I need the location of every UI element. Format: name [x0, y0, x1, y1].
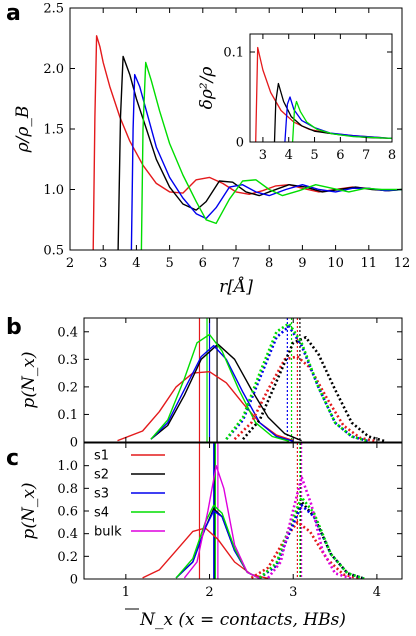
panel-c-xtick-label: 1 — [122, 585, 130, 600]
panel-c-series-s1-hb — [250, 520, 361, 579]
panel-c-ylabel: p(N_x) — [19, 482, 39, 539]
panel-a-xtick-label: 3 — [99, 256, 107, 271]
legend-label-s3: s3 — [94, 487, 109, 502]
panel-b-series-s2-hb — [242, 335, 386, 442]
panel-a-ytick-label: 2.5 — [43, 2, 64, 17]
legend-label-bulk: bulk — [94, 525, 122, 540]
panel-c-xtick-label: 3 — [289, 585, 297, 600]
panel-a-series-s4 — [140, 61, 402, 250]
panel-c-xtick-label: 4 — [373, 585, 381, 600]
inset-series-s4 — [291, 100, 392, 142]
panel-b-series-s2 — [150, 343, 302, 442]
legend-label-s4: s4 — [94, 506, 109, 521]
panel-a-ytick-label: 1.0 — [43, 183, 64, 198]
inset-xtick-label: 4 — [285, 148, 293, 163]
panel-b-ytick-label: 0.3 — [57, 353, 78, 368]
panel-c-ytick-label: 0 — [70, 573, 78, 588]
inset-bg — [250, 34, 392, 142]
panel-b-ytick-label: 0.4 — [57, 325, 78, 340]
panel-c-xlabel: N_x (x = contacts, HBs) — [139, 610, 346, 630]
inset-frame — [249, 33, 393, 143]
panel-label-c: c — [6, 446, 19, 471]
panel-b-series-s4 — [150, 333, 290, 442]
panel-a-xtick-label: 4 — [132, 256, 140, 271]
panel-b-series-s1-hb — [233, 355, 378, 442]
panel-a: 2 3 4 5 6 7 8 9 10 11 12 0.5 1.0 1.5 2.0 2.5 ρ/ρ_B r[Å] — [13, 2, 410, 298]
panel-a-xtick-label: 5 — [165, 256, 173, 271]
panel-c-series-s3-hb — [258, 503, 365, 579]
inset-ylabel: δρ²/ρ — [197, 67, 217, 110]
panel-a-ytick-label: 1.5 — [43, 123, 64, 138]
inset-data — [255, 46, 392, 142]
inset-xtick-label: 5 — [310, 148, 318, 163]
inset-series-s3 — [284, 96, 392, 142]
panel-c-ytick-label: 0.6 — [57, 505, 78, 520]
panel-label-b: b — [6, 315, 22, 340]
inset-xtick-label: 7 — [362, 148, 370, 163]
inset-xtick-label: 6 — [336, 148, 344, 163]
panel-c-data — [142, 443, 365, 579]
panel-b: 0 0.1 0.2 0.3 0.4 p(N_x) — [19, 317, 403, 451]
panel-a-xtick-label: 11 — [361, 256, 378, 271]
panel-a-series-s2 — [117, 55, 402, 250]
inset-ytick-label: 0.1 — [223, 46, 244, 61]
panel-a-ylabel: ρ/ρ_B — [13, 106, 33, 154]
panel-c-frame — [83, 442, 403, 580]
panel-a-data — [92, 35, 402, 250]
panel-b-series-s4-hb — [225, 322, 369, 442]
panel-b-series-s3 — [150, 344, 294, 442]
panel-a-xlabel: r[Å] — [219, 276, 253, 297]
panel-a-xtick-label: 12 — [394, 256, 411, 271]
panel-c-series-s1 — [142, 527, 269, 579]
panel-b-ytick-label: 0 — [70, 436, 78, 451]
inset-ytick-label: 0 — [236, 136, 244, 151]
panel-b-frame — [83, 317, 403, 443]
inset-xtick-label: 8 — [388, 148, 396, 163]
legend-label-s2: s2 — [94, 468, 109, 483]
panel-a-xtick-label: 6 — [199, 256, 207, 271]
panel-b-data — [117, 318, 386, 442]
legend-label-s1: s1 — [94, 449, 109, 464]
panel-b-ylabel: p(N_x) — [19, 351, 39, 408]
panel-c-ytick-label: 1.0 — [57, 459, 78, 474]
panel-c-ytick-label: 0.4 — [57, 527, 78, 542]
panel-a-xtick-label: 2 — [66, 256, 74, 271]
panel-c-series-bulk — [183, 465, 261, 579]
panel-a-xtick-label: 10 — [327, 256, 344, 271]
inset: 3 4 5 6 7 8 0 0.1 δρ²/ρ — [197, 33, 396, 163]
panel-a-ytick-label: 0.5 — [43, 244, 64, 259]
panel-a-ytick-label: 2.0 — [43, 62, 64, 77]
panel-b-series-s3-hb — [225, 324, 369, 442]
panel-b-ytick-label: 0.2 — [57, 380, 78, 395]
panel-b-ytick-label: 0.1 — [57, 408, 78, 423]
panel-c-series-bulk-hb — [267, 475, 353, 579]
panel-a-xtick-label: 8 — [265, 256, 273, 271]
panel-label-a: a — [6, 1, 21, 26]
panel-a-xtick-label: 7 — [232, 256, 240, 271]
inset-xtick-label: 3 — [259, 148, 267, 163]
panel-c-legend: s1 s2 s3 s4 bulk — [94, 449, 165, 540]
panel-c: 1 2 3 4 0 0.2 0.4 0.6 0.8 1.0 p(N_x) N_x (x = conta… — [19, 442, 403, 630]
panel-c-ytick-label: 0.2 — [57, 550, 78, 565]
panel-c-ytick-label: 0.8 — [57, 482, 78, 497]
panel-a-xtick-label: 9 — [298, 256, 306, 271]
panel-c-xtick-label: 2 — [205, 585, 213, 600]
panel-c-series-s4-hb — [258, 496, 365, 579]
